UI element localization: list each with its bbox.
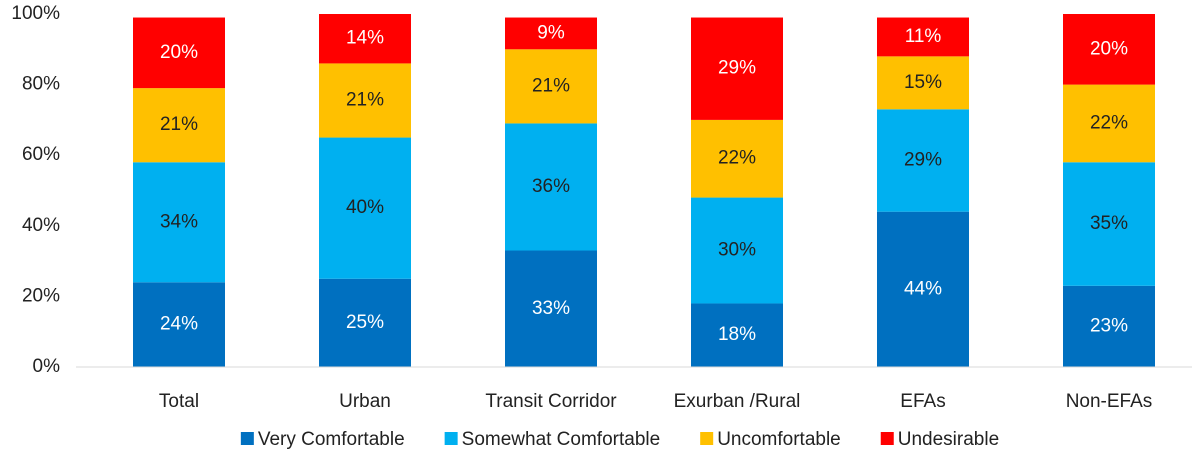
data-label: 22% (1090, 112, 1128, 133)
data-label: 21% (160, 114, 198, 135)
bar-segment (1063, 14, 1155, 85)
data-label: 35% (1090, 213, 1128, 234)
x-tick-label: Transit Corridor (485, 391, 617, 412)
data-label: 29% (904, 150, 942, 171)
bar-segment (319, 63, 411, 138)
x-tick-label: Exurban /Rural (674, 391, 801, 412)
bar-segment (319, 14, 411, 64)
x-tick-label: Non-EFAs (1066, 391, 1153, 412)
data-label: 29% (718, 58, 756, 79)
bar-segment (691, 119, 783, 198)
x-tick-label: Total (159, 391, 199, 412)
data-label: 30% (718, 240, 756, 261)
bar-segment (133, 88, 225, 163)
data-label: 21% (346, 90, 384, 111)
y-tick-label: 80% (22, 74, 60, 95)
data-label: 9% (537, 22, 565, 43)
bar-segment (877, 56, 969, 110)
y-tick-label: 20% (22, 285, 60, 306)
bar-segment (877, 211, 969, 367)
legend-swatch (444, 432, 458, 445)
bar-segment (505, 49, 597, 124)
data-label: 23% (1090, 315, 1128, 336)
bar-segment (1063, 84, 1155, 163)
data-label: 22% (718, 148, 756, 169)
bar-segment (133, 282, 225, 367)
data-label: 11% (905, 26, 942, 47)
data-label: 25% (346, 312, 384, 333)
x-tick-label: Urban (339, 391, 391, 412)
data-label: 24% (160, 314, 198, 335)
legend-swatch (700, 432, 714, 445)
data-label: 44% (904, 278, 942, 299)
legend-label: Undesirable (898, 429, 999, 450)
legend-swatch (880, 432, 894, 445)
bar-segment (877, 17, 969, 57)
bar-segment (691, 17, 783, 120)
bar-segment (133, 162, 225, 283)
legend-label: Somewhat Comfortable (462, 429, 661, 450)
data-label: 18% (718, 324, 756, 345)
bar-segment (1063, 162, 1155, 286)
data-label: 40% (346, 197, 384, 218)
data-label: 15% (904, 72, 942, 93)
bar-segment (319, 137, 411, 279)
bar-segment (505, 250, 597, 367)
data-label: 33% (532, 298, 570, 319)
legend-swatch (240, 432, 254, 445)
data-label: 36% (532, 176, 570, 197)
bar-segment (691, 303, 783, 367)
bar-segment (1063, 285, 1155, 367)
bar-segment (877, 109, 969, 212)
legend-label: Uncomfortable (717, 429, 841, 450)
y-tick-label: 60% (22, 144, 60, 165)
data-label: 20% (160, 42, 198, 63)
bar-segment (691, 197, 783, 304)
bar-segment (505, 123, 597, 251)
bar-segment (505, 17, 597, 50)
data-label: 20% (1090, 38, 1128, 59)
legend-label: Very Comfortable (258, 429, 405, 450)
y-tick-label: 0% (33, 356, 61, 377)
bar-segment (133, 17, 225, 89)
bar-segment (319, 278, 411, 367)
data-label: 14% (346, 28, 384, 49)
data-label: 21% (532, 75, 570, 96)
data-label: 34% (160, 211, 198, 232)
y-tick-label: 40% (22, 215, 60, 236)
y-tick-label: 100% (11, 3, 60, 24)
x-tick-label: EFAs (900, 391, 945, 412)
